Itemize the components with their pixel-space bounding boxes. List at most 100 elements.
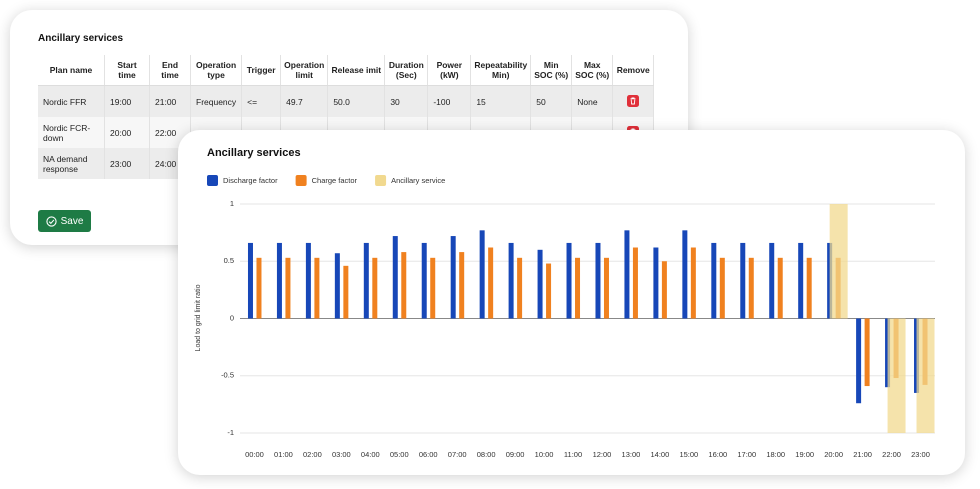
bar — [624, 230, 630, 319]
x-tick-label: 10:00 — [535, 450, 554, 459]
x-tick-label: 12:00 — [593, 450, 612, 459]
table-cell: 49.7 — [280, 85, 329, 117]
bar — [334, 253, 340, 319]
bar — [769, 242, 775, 319]
bar — [740, 242, 746, 319]
table-cell: -100 — [427, 85, 472, 117]
save-label: Save — [60, 215, 84, 227]
bar — [856, 318, 862, 404]
y-axis-label: Load to grid limit ratio — [195, 284, 202, 351]
x-tick-label: 15:00 — [679, 450, 698, 459]
y-tick-label: 1 — [230, 199, 234, 208]
bar — [546, 263, 552, 319]
save-button[interactable]: Save — [38, 210, 91, 232]
check-icon — [45, 215, 57, 227]
x-tick-label: 21:00 — [853, 450, 872, 459]
bar — [719, 257, 725, 319]
table-cell: 15 — [470, 85, 532, 117]
legend-label: Ancillary service — [391, 176, 445, 185]
table-cell: None — [571, 85, 614, 117]
column-header: Max SOC (%) — [571, 55, 614, 86]
x-tick-label: 19:00 — [795, 450, 814, 459]
x-tick-label: 02:00 — [303, 450, 322, 459]
column-header: Power (kW) — [427, 55, 472, 86]
table-cell: NA demand response — [38, 148, 105, 179]
x-tick-label: 14:00 — [651, 450, 670, 459]
chart: Ancillary services Load to grid limit ra… — [195, 147, 935, 459]
bar — [887, 318, 906, 433]
bar — [748, 257, 754, 319]
column-header: Repeatability Min) — [470, 55, 532, 86]
bar — [537, 249, 543, 319]
column-header: Plan name — [38, 55, 105, 86]
x-tick-label: 08:00 — [477, 450, 496, 459]
column-header: End time — [149, 55, 191, 86]
table-cell: 50.0 — [327, 85, 386, 117]
x-tick-label: 22:00 — [882, 450, 901, 459]
bar — [575, 257, 581, 319]
bar — [517, 257, 523, 319]
column-header: Start time — [104, 55, 150, 86]
legend-label: Discharge factor — [223, 176, 278, 185]
table-cell: 20:00 — [104, 117, 150, 148]
bar — [603, 257, 609, 319]
table-cell — [612, 85, 655, 117]
bar — [285, 257, 291, 319]
column-header: Trigger — [241, 55, 282, 86]
legend-swatch — [207, 175, 218, 186]
column-header: Remove — [612, 55, 655, 86]
bar — [421, 242, 427, 319]
bar — [508, 242, 514, 319]
x-tick-label: 23:00 — [911, 450, 930, 459]
legend-label: Charge factor — [312, 176, 358, 185]
y-tick-label: -1 — [227, 428, 234, 437]
bar — [363, 242, 369, 319]
x-tick-label: 16:00 — [708, 450, 727, 459]
delete-icon[interactable] — [627, 94, 640, 107]
bar — [401, 252, 407, 319]
bar — [256, 257, 262, 319]
bar — [806, 257, 812, 319]
table-cell: 21:00 — [149, 85, 191, 117]
bar — [459, 252, 465, 319]
bar — [343, 265, 349, 319]
y-tick-label: 0.5 — [224, 256, 234, 265]
table-cell: 50 — [530, 85, 573, 117]
bar — [479, 230, 485, 319]
x-tick-label: 20:00 — [824, 450, 843, 459]
bar — [392, 236, 398, 319]
bar — [777, 257, 783, 319]
table-cell: 23:00 — [104, 148, 150, 179]
y-tick-label: -0.5 — [221, 371, 234, 380]
bar — [690, 247, 696, 319]
table-cell: 19:00 — [104, 85, 150, 117]
x-tick-label: 09:00 — [506, 450, 525, 459]
table-cell: <= — [241, 85, 282, 117]
bar — [450, 236, 456, 319]
bar — [305, 242, 311, 319]
x-tick-label: 18:00 — [766, 450, 785, 459]
bar — [247, 242, 253, 319]
legend-swatch — [375, 175, 387, 186]
bar — [488, 247, 494, 319]
x-tick-label: 06:00 — [419, 450, 438, 459]
x-tick-label: 01:00 — [274, 450, 293, 459]
chart-title: Ancillary services — [207, 147, 301, 159]
bar — [916, 318, 935, 433]
bar — [661, 261, 667, 319]
table-row: Nordic FFR 19:00 21:00 Frequency <= 49.7 50.0 3… — [38, 85, 655, 117]
bar — [864, 318, 870, 387]
x-tick-label: 07:00 — [448, 450, 467, 459]
bar — [566, 242, 572, 319]
column-header: Release imit — [327, 55, 386, 86]
x-tick-label: 11:00 — [564, 450, 582, 459]
legend-swatch — [295, 175, 307, 186]
column-header: Operation type — [190, 55, 243, 86]
x-tick-label: 17:00 — [737, 450, 756, 459]
chart-card: Ancillary services Load to grid limit ra… — [178, 130, 965, 475]
bar — [653, 247, 659, 319]
bar — [632, 247, 638, 319]
bar — [430, 257, 436, 319]
x-tick-label: 03:00 — [332, 450, 351, 459]
